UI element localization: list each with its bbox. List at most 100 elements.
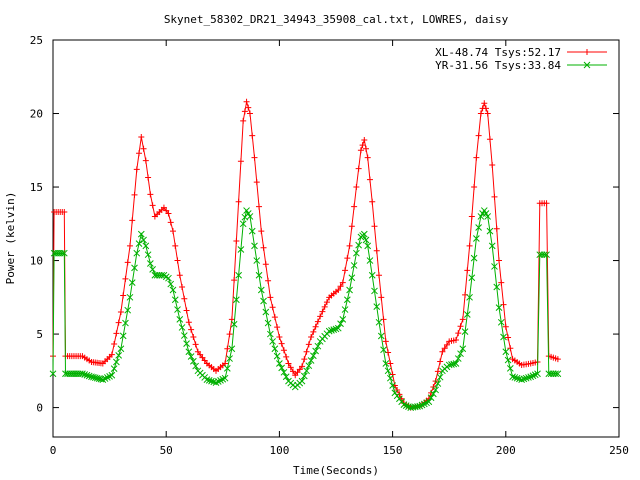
series-point (253, 179, 260, 186)
series-point (425, 398, 433, 406)
series-point (457, 350, 464, 358)
series-point (321, 303, 328, 310)
series-point (312, 347, 319, 355)
series-point (246, 213, 254, 220)
y-tick-label: 5 (36, 328, 43, 341)
x-tick-label: 100 (269, 444, 289, 457)
series-point (378, 294, 385, 301)
series-point (144, 251, 152, 259)
series-point (110, 365, 118, 372)
series-point (491, 193, 498, 200)
series-point (452, 360, 460, 367)
series-point (237, 246, 245, 253)
series-point (488, 242, 496, 250)
series-point (285, 360, 292, 367)
series-point (360, 230, 368, 238)
series-point (253, 257, 261, 264)
series-point (278, 364, 286, 372)
series-point (271, 314, 278, 321)
series-point (400, 401, 408, 409)
series-point (135, 240, 143, 247)
series-point (434, 380, 442, 387)
series-point (228, 345, 236, 353)
series-point (350, 262, 358, 269)
series-point (251, 242, 258, 250)
series-point (192, 341, 199, 348)
series-point (158, 271, 166, 279)
series-point (355, 241, 362, 249)
series-point (491, 263, 498, 270)
series-point (543, 200, 550, 207)
series-point (382, 338, 389, 345)
series-point (498, 279, 505, 286)
series-point (493, 283, 501, 291)
series-point (353, 184, 360, 191)
series-point (337, 320, 344, 328)
series-1 (50, 98, 561, 411)
series-point (310, 328, 317, 335)
series-point (176, 316, 184, 323)
x-tick-label: 0 (50, 444, 57, 457)
series-point (289, 368, 296, 375)
series-point (274, 324, 281, 331)
series-point (237, 158, 244, 165)
chart-title: Skynet_58302_DR21_34943_35908_cal.txt, L… (164, 13, 509, 26)
series-point (115, 319, 122, 326)
series-point (455, 330, 462, 337)
series-point (267, 294, 274, 301)
series-point (489, 161, 496, 168)
series-point (443, 341, 450, 348)
series-point (500, 333, 507, 341)
legend-label: XL-48.74 Tsys:52.17 (435, 46, 561, 59)
series-point (88, 373, 95, 381)
series-point (540, 251, 548, 259)
series-point (312, 323, 319, 330)
series-point (441, 345, 448, 352)
y-tick-label: 25 (30, 34, 43, 47)
series-point (371, 287, 378, 295)
series-point (280, 368, 288, 376)
series-point (353, 249, 360, 257)
series-point (375, 318, 383, 326)
series-point (386, 374, 394, 382)
series-point (282, 373, 290, 381)
x-tick-label: 50 (160, 444, 173, 457)
series-point (262, 308, 270, 316)
series-point (495, 304, 503, 311)
series-point (305, 362, 313, 370)
series-point (486, 227, 494, 235)
series-point (525, 374, 532, 381)
series-point (117, 345, 125, 353)
y-tick-label: 15 (30, 181, 43, 194)
series-point (269, 304, 276, 311)
series-point (468, 213, 475, 220)
series-2 (49, 207, 562, 411)
series-point (373, 247, 380, 254)
series-point (278, 340, 285, 347)
series-point (165, 274, 172, 282)
series-point (330, 326, 338, 334)
series-point (240, 117, 247, 124)
series-point (351, 203, 358, 210)
series-point (221, 374, 229, 382)
series-point (339, 279, 346, 286)
series-point (185, 319, 192, 326)
series-point (142, 242, 150, 250)
series-point (473, 154, 480, 161)
series-point (305, 341, 312, 348)
series-point (342, 267, 349, 274)
series-point (346, 242, 353, 249)
series-point (138, 134, 145, 141)
series-point (188, 326, 195, 333)
series-point (310, 352, 317, 360)
y-tick-label: 0 (36, 402, 43, 415)
series-point (276, 360, 283, 367)
series-point (531, 371, 539, 379)
series-point (396, 391, 403, 398)
series-point (323, 299, 330, 306)
series-point (147, 191, 154, 198)
series-point (203, 376, 211, 384)
series-point (466, 242, 473, 249)
series-point (113, 330, 120, 337)
series-point (314, 342, 322, 350)
